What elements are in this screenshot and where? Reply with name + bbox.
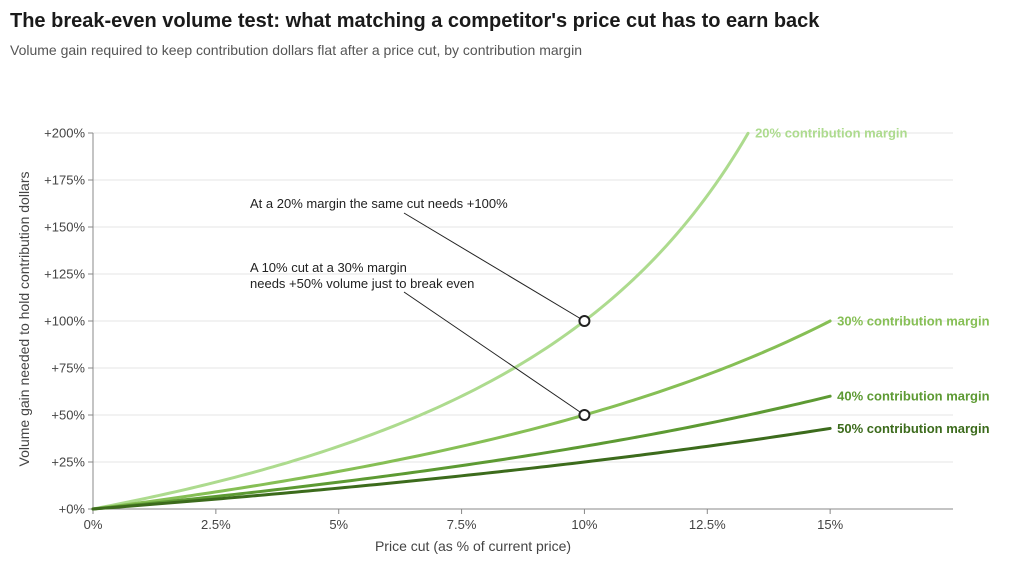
annotation-leader-line: [403, 291, 585, 416]
series-line: [91, 319, 832, 511]
series-lines: [91, 131, 832, 511]
series-end-label: 30% contribution margin: [837, 314, 989, 329]
annotation-leader-line: [403, 212, 585, 322]
annotation-marker: [578, 315, 591, 327]
series-line: [91, 426, 832, 511]
series-end-label: 40% contribution margin: [837, 389, 989, 404]
y-tick-label: +25%: [51, 455, 85, 470]
gridlines: [93, 132, 953, 463]
x-tick-label: 5%: [329, 517, 348, 532]
x-tick-label: 0%: [84, 517, 103, 532]
chart-title: The break-even volume test: what matchin…: [10, 10, 820, 32]
y-tick-label: +150%: [44, 220, 85, 235]
annotation-text: needs +50% volume just to break even: [250, 276, 474, 291]
series-line: [91, 394, 832, 511]
x-tick-label: 10%: [571, 517, 597, 532]
y-tick-label: +100%: [44, 314, 85, 329]
y-tick-label: +175%: [44, 173, 85, 188]
annotations: At a 20% margin the same cut needs +100%…: [250, 196, 591, 421]
series-end-label: 20% contribution margin: [755, 126, 907, 141]
y-tick-label: +50%: [51, 408, 85, 423]
x-tick-label: 15%: [817, 517, 843, 532]
axes: +0% +25% +50% +75% +100% +125% +150% +175% +200%…: [16, 126, 953, 554]
x-axis-label: Price cut (as % of current price): [375, 538, 571, 554]
y-tick-label: +200%: [44, 126, 85, 141]
series-end-label: 50% contribution margin: [837, 421, 989, 436]
x-tick-label: 2.5%: [201, 517, 231, 532]
chart-subtitle: Volume gain required to keep contributio…: [10, 42, 582, 58]
series-labels: 20% contribution margin 30% contribution …: [755, 126, 990, 436]
y-tick-label: +125%: [44, 267, 85, 282]
annotation-text: A 10% cut at a 30% margin: [250, 260, 407, 275]
y-axis-label: Volume gain needed to hold contribution …: [16, 172, 32, 467]
annotation-marker: [578, 409, 591, 421]
y-tick-label: +0%: [59, 502, 86, 517]
annotation-text: At a 20% margin the same cut needs +100%: [250, 196, 508, 211]
x-tick-label: 7.5%: [447, 517, 477, 532]
y-tick-label: +75%: [51, 361, 85, 376]
series-line: [91, 131, 750, 511]
x-tick-label: 12.5%: [689, 517, 726, 532]
